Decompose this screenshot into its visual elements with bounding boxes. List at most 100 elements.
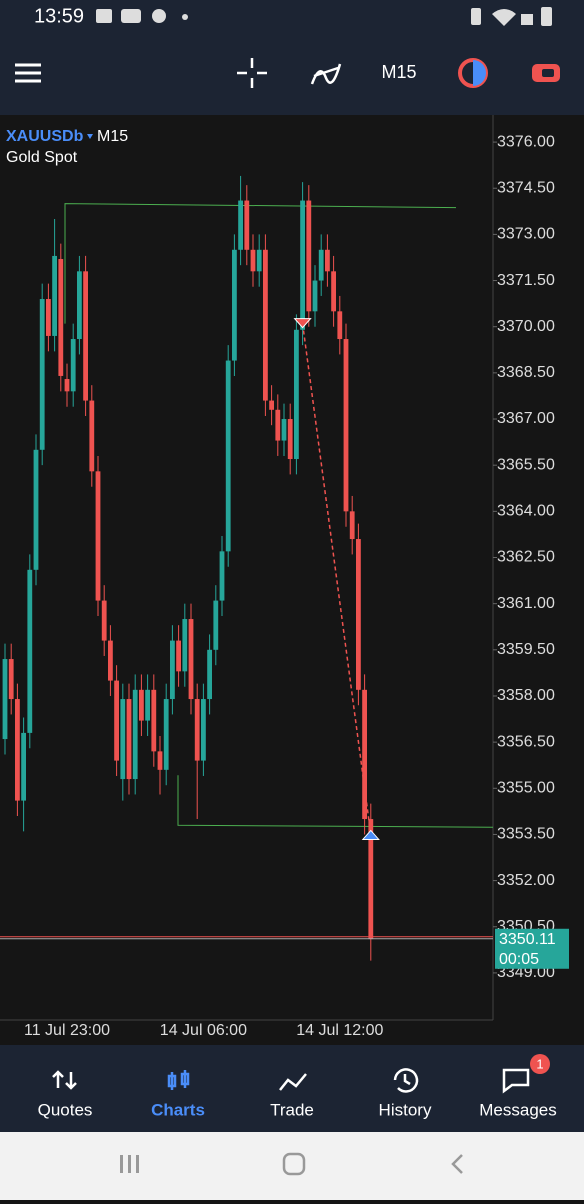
nav-icon <box>279 1073 307 1091</box>
candle-body <box>337 311 343 340</box>
clock-button[interactable] <box>458 58 488 88</box>
nav-label: History <box>379 1100 432 1119</box>
candle-body <box>39 299 45 450</box>
candle-body <box>300 200 305 330</box>
candle-body <box>83 271 88 401</box>
y-tick-label: 3353.50 <box>497 826 555 843</box>
trade-line <box>301 323 372 835</box>
candle-body <box>207 649 212 700</box>
candle-body <box>188 619 194 700</box>
candle-body <box>145 689 150 721</box>
candle-body <box>132 689 138 780</box>
candle-body <box>114 680 119 761</box>
y-tick-label: 3358.00 <box>497 687 555 704</box>
y-tick-label: 3356.50 <box>497 733 555 750</box>
y-tick-label: 3373.00 <box>497 226 555 243</box>
candle-body <box>194 699 200 761</box>
candle-body <box>275 409 281 441</box>
candle-body <box>2 659 8 740</box>
candle-body <box>256 249 262 272</box>
x-tick-label: 14 Jul 12:00 <box>296 1022 383 1039</box>
nav-icon <box>52 1070 77 1090</box>
y-tick-label: 3376.00 <box>497 133 555 150</box>
candle-body <box>368 819 374 940</box>
candle-body <box>325 249 330 272</box>
nav-item[interactable]: Quotes <box>38 1070 93 1119</box>
candle-body <box>33 449 39 570</box>
candle-body <box>52 255 57 336</box>
candle-body <box>244 200 250 250</box>
candle-body <box>287 419 293 460</box>
symbol[interactable]: XAUUSDb <box>6 128 84 145</box>
candle-body <box>232 249 237 361</box>
y-tick-label: 3370.00 <box>497 318 555 335</box>
indicators-button[interactable] <box>310 63 342 85</box>
current-price-label: 3350.11 <box>499 931 556 948</box>
y-tick-label: 3365.50 <box>497 456 555 473</box>
candle-body <box>238 200 243 250</box>
candle-body <box>331 271 336 312</box>
nav-label: Charts <box>151 1100 205 1119</box>
nav-item[interactable]: Messages <box>479 1068 557 1119</box>
crosshair-button[interactable] <box>237 58 267 88</box>
candle-body <box>95 471 101 601</box>
level-line <box>177 775 494 828</box>
candle-body <box>219 551 225 601</box>
nav-label: Messages <box>479 1100 556 1119</box>
candle-body <box>157 751 163 770</box>
x-tick-label: 14 Jul 06:00 <box>160 1022 247 1039</box>
trade-button[interactable] <box>532 64 560 82</box>
candle-body <box>362 689 367 820</box>
y-tick-label: 3367.00 <box>497 410 555 427</box>
y-tick-label: 3368.50 <box>497 364 555 381</box>
clock: 13:59 <box>34 5 84 27</box>
nav-icon <box>393 1068 419 1093</box>
candle-body <box>269 400 274 410</box>
candle-body <box>8 659 14 700</box>
buy-arrow <box>361 829 380 840</box>
nav-item[interactable]: History <box>379 1068 432 1119</box>
nav-item[interactable]: Charts <box>151 1070 205 1119</box>
menu-button[interactable] <box>15 63 41 83</box>
y-tick-label: 3352.00 <box>497 872 555 889</box>
x-tick-label: 11 Jul 23:00 <box>24 1022 110 1039</box>
candle-body <box>139 689 144 721</box>
candle-body <box>163 699 169 770</box>
candle-body <box>201 699 206 761</box>
candle-body <box>225 360 231 552</box>
badge <box>530 1054 550 1074</box>
timeframe-button[interactable]: M15 <box>381 62 416 82</box>
chart-timeframe: M15 <box>97 128 128 145</box>
status-icons <box>96 7 552 26</box>
y-tick-label: 3374.50 <box>497 179 555 196</box>
y-tick-label: 3364.00 <box>497 503 555 520</box>
candle-body <box>15 699 20 801</box>
y-tick-label: 3355.00 <box>497 780 555 797</box>
nav-item[interactable]: Trade <box>270 1073 314 1119</box>
y-tick-label: 3371.50 <box>497 272 555 289</box>
candle-body <box>306 200 312 312</box>
countdown: 00:05 <box>499 951 539 968</box>
candle-body <box>70 339 76 392</box>
nav-label: Quotes <box>38 1100 93 1119</box>
candle-body <box>101 600 107 641</box>
candle-body <box>58 259 64 376</box>
candle-body <box>176 640 181 672</box>
nav-icon <box>167 1070 190 1090</box>
candle-body <box>64 379 70 392</box>
symbol-description: Gold Spot <box>6 149 78 166</box>
candle-body <box>294 329 299 460</box>
candle-body <box>126 699 132 780</box>
bottom-nav <box>0 1045 584 1132</box>
symbol-dropdown[interactable] <box>87 134 93 139</box>
candle-body <box>250 249 256 272</box>
nav-label: Trade <box>270 1100 314 1119</box>
candle-body <box>21 732 26 801</box>
y-tick-label: 3359.50 <box>497 641 555 658</box>
candle-body <box>263 249 268 401</box>
candle-body <box>182 619 188 672</box>
nav-icon <box>502 1068 530 1094</box>
current-price-box <box>495 928 569 969</box>
candle-body <box>170 640 175 700</box>
